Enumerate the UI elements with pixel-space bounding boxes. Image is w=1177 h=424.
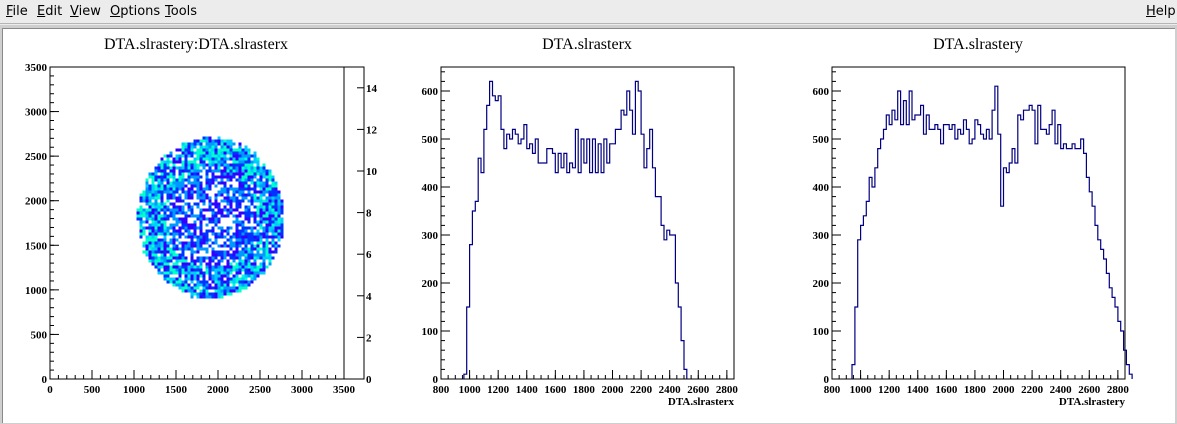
- hist-x-tick-label: 800: [824, 384, 841, 396]
- hist-x-tick-label: 2200: [630, 384, 653, 396]
- hist-x-tick-label: 2400: [1050, 384, 1073, 396]
- menu-help[interactable]: Help: [1146, 4, 1176, 19]
- hist-y-tick-label: 0: [433, 374, 439, 386]
- hist-x-axis-label: DTA.slrastery: [1059, 396, 1126, 408]
- menu-options[interactable]: Options: [110, 4, 161, 19]
- heatmap-y-tick-label: 3000: [25, 107, 48, 119]
- colorscale-tick-label: 6: [366, 249, 372, 261]
- heatmap-y-tick-label: 1000: [25, 285, 48, 297]
- heatmap-x-tick-label: 2500: [249, 384, 272, 396]
- colorscale-tick-label: 0: [366, 374, 372, 386]
- hist-y-tick-label: 400: [422, 182, 439, 194]
- colorscale-tick-label: 12: [366, 124, 378, 136]
- hist-x-tick-label: 2200: [1021, 384, 1044, 396]
- hist-x-tick-label: 2000: [602, 384, 625, 396]
- hist-y-tick-label: 400: [813, 182, 830, 194]
- heatmap-frame: [49, 66, 345, 380]
- heatmap-x-tick-label: 1500: [165, 384, 188, 396]
- hist-y-tick-label: 500: [813, 134, 830, 146]
- heatmap-x-tick-label: 3000: [291, 384, 314, 396]
- hist-x-tick-label: 1800: [964, 384, 987, 396]
- hist-x-tick-label: 1600: [935, 384, 958, 396]
- menu-view[interactable]: View: [70, 4, 101, 19]
- menu-file[interactable]: File: [6, 4, 28, 19]
- hist-x-tick-label: 2600: [1078, 384, 1101, 396]
- colorscale-tick-label: 14: [366, 83, 378, 95]
- heatmap-x-tick-label: 0: [47, 384, 53, 396]
- menu-bar: File Edit View Options Tools Help: [0, 0, 1177, 24]
- hist-y-tick-label: 300: [813, 230, 830, 242]
- hist-y-tick-label: 200: [813, 278, 830, 290]
- heatmap-y-tick-label: 1500: [25, 240, 48, 252]
- colorscale-tick-label: 4: [366, 291, 372, 303]
- hist-x-tick-label: 1000: [850, 384, 873, 396]
- hist-title: DTA.slrasterx: [542, 36, 632, 53]
- hist-y-tick-label: 600: [813, 86, 830, 98]
- hist-x-tick-label: 2800: [716, 384, 739, 396]
- colorscale-tick-label: 2: [366, 332, 372, 344]
- hist-x-tick-label: 1200: [878, 384, 901, 396]
- hist-x-tick-label: 2800: [1107, 384, 1130, 396]
- hist-title: DTA.slrastery: [933, 36, 1023, 53]
- hist-x-tick-label: 800: [433, 384, 450, 396]
- hist-x-tick-label: 1200: [487, 384, 510, 396]
- hist-y-tick-label: 100: [813, 326, 830, 338]
- hist-x-tick-label: 1400: [907, 384, 930, 396]
- hist-x-tick-label: 2000: [993, 384, 1016, 396]
- heatmap-y-tick-label: 2500: [25, 151, 48, 163]
- hist-x-tick-label: 2600: [687, 384, 710, 396]
- heatmap-x-tick-label: 1000: [123, 384, 146, 396]
- heatmap-y-tick-label: 2000: [25, 196, 48, 208]
- hist-x-tick-label: 1600: [544, 384, 567, 396]
- menu-edit[interactable]: Edit: [37, 4, 63, 19]
- heatmap-x-tick-label: 500: [84, 384, 101, 396]
- plot-canvas[interactable]: [2, 28, 1175, 423]
- hist-series-line: [851, 85, 1133, 379]
- heatmap-cells: [136, 136, 284, 299]
- hist-y-tick-label: 600: [422, 86, 439, 98]
- hist-series-line: [463, 80, 688, 379]
- colorscale-frame: [343, 66, 365, 380]
- hist-y-tick-label: 500: [422, 134, 439, 146]
- hist-x-axis-label: DTA.slrasterx: [668, 396, 735, 408]
- heatmap-x-tick-label: 2000: [207, 384, 230, 396]
- hist-y-tick-label: 100: [422, 326, 439, 338]
- heatmap-y-tick-label: 3500: [25, 62, 48, 74]
- colorscale-tick-label: 8: [366, 208, 372, 220]
- hist-frame: [831, 66, 1126, 380]
- hist-y-tick-label: 300: [422, 230, 439, 242]
- hist-x-tick-label: 1000: [459, 384, 482, 396]
- heatmap-y-tick-label: 0: [42, 374, 48, 386]
- hist-x-tick-label: 2400: [659, 384, 682, 396]
- hist-x-tick-label: 1400: [516, 384, 539, 396]
- menu-tools[interactable]: Tools: [165, 4, 198, 19]
- heatmap-x-tick-label: 3500: [333, 384, 356, 396]
- heatmap-y-tick-label: 500: [31, 329, 48, 341]
- hist-x-tick-label: 1800: [573, 384, 596, 396]
- colorscale-tick-label: 10: [366, 166, 378, 178]
- heatmap-title: DTA.slrastery:DTA.slrasterx: [104, 36, 288, 53]
- hist-y-tick-label: 200: [422, 278, 439, 290]
- hist-frame: [440, 66, 735, 380]
- hist-y-tick-label: 0: [824, 374, 830, 386]
